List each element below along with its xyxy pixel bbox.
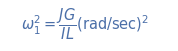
Text: $\omega_1^2 = \dfrac{JG}{IL}(\rm{rad/sec})^2$: $\omega_1^2 = \dfrac{JG}{IL}(\rm{rad/sec… [21, 7, 150, 42]
